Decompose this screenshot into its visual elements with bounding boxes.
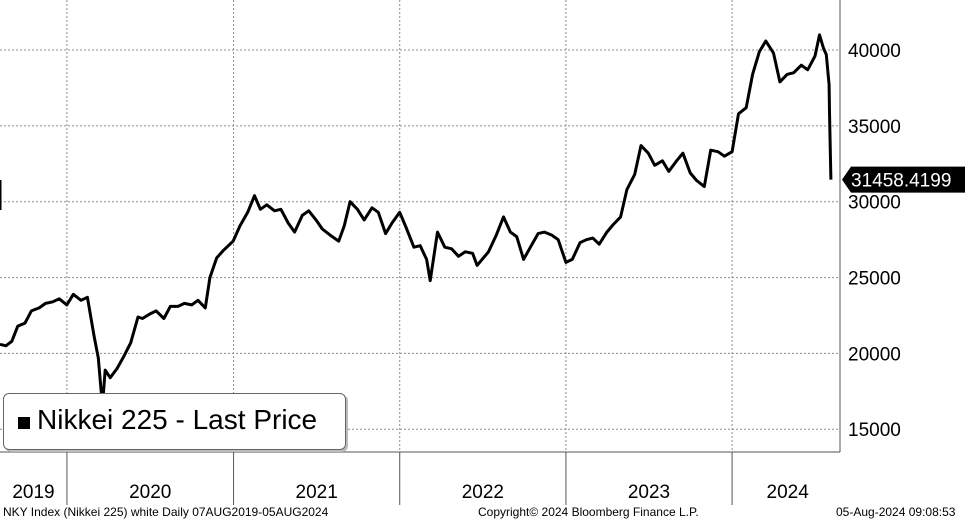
- x-year-label: 2021: [296, 482, 338, 503]
- y-tick-label: 30000: [848, 193, 901, 214]
- last-value-tag-bg: [842, 166, 965, 193]
- x-year-label: 2022: [462, 482, 504, 503]
- footer-timestamp: 05-Aug-2024 09:08:53: [836, 505, 956, 519]
- legend-series-name: Nikkei 225 - Last Price: [37, 404, 318, 435]
- x-year-label: 2019: [12, 482, 54, 503]
- footer-copyright: Copyright© 2024 Bloomberg Finance L.P.: [478, 505, 699, 519]
- legend-swatch: [18, 417, 30, 429]
- legend: Nikkei 225 - Last Price: [3, 393, 346, 450]
- last-value-tag: 31458.4199: [842, 166, 965, 193]
- gridlines: [0, 0, 840, 452]
- last-value-label: 31458.4199: [851, 171, 951, 192]
- y-tick-label: 20000: [848, 344, 901, 365]
- axes: [0, 0, 841, 505]
- y-tick-label: 25000: [848, 269, 901, 290]
- footer-index-info: NKY Index (Nikkei 225) white Daily 07AUG…: [3, 505, 329, 519]
- x-axis-year-labels: 2019 2020 2021 2022 2023 2024: [12, 482, 809, 503]
- price-line: [0, 33, 833, 408]
- y-tick-label: 35000: [848, 117, 901, 138]
- y-axis-tick-labels: 15000 20000 25000 30000 35000 40000: [848, 41, 901, 441]
- x-year-label: 2020: [129, 482, 171, 503]
- y-tick-label: 40000: [848, 41, 901, 62]
- x-year-label: 2023: [628, 482, 670, 503]
- y-tick-label: 15000: [848, 420, 901, 441]
- x-year-label: 2024: [767, 482, 810, 503]
- series-layer: [0, 33, 833, 408]
